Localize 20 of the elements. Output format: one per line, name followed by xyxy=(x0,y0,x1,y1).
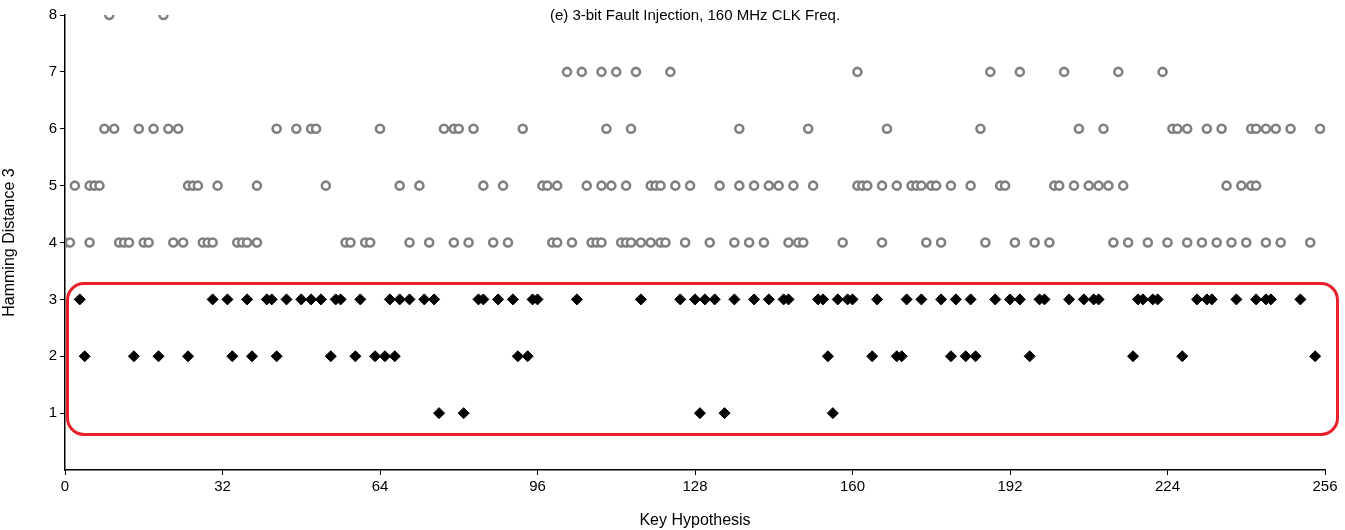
y-tick-label: 8 xyxy=(48,5,57,23)
y-tick-label: 4 xyxy=(48,232,57,250)
x-tick-label: 32 xyxy=(214,477,231,495)
x-tick-label: 0 xyxy=(60,477,70,495)
x-tick-label: 160 xyxy=(839,477,866,495)
x-tick-label: 224 xyxy=(1154,477,1181,495)
y-tick-label: 2 xyxy=(48,346,57,364)
chart-title: (e) 3-bit Fault Injection, 160 MHz CLK Freq. xyxy=(549,6,841,24)
x-tick-label: 256 xyxy=(1312,477,1338,495)
x-tick-label: 96 xyxy=(529,477,546,495)
y-tick-label: 6 xyxy=(48,118,57,136)
y-tick-label: 1 xyxy=(48,403,57,421)
x-tick-label: 64 xyxy=(371,477,389,495)
y-tick-label: 5 xyxy=(48,175,57,193)
y-tick-label: 7 xyxy=(48,62,57,80)
x-tick-label: 128 xyxy=(682,477,708,495)
x-axis-title: Key Hypothesis xyxy=(639,510,751,528)
y-axis-title: Hamming Distance 3 xyxy=(0,168,18,317)
x-tick-label: 192 xyxy=(997,477,1023,495)
y-tick-label: 3 xyxy=(48,289,57,307)
